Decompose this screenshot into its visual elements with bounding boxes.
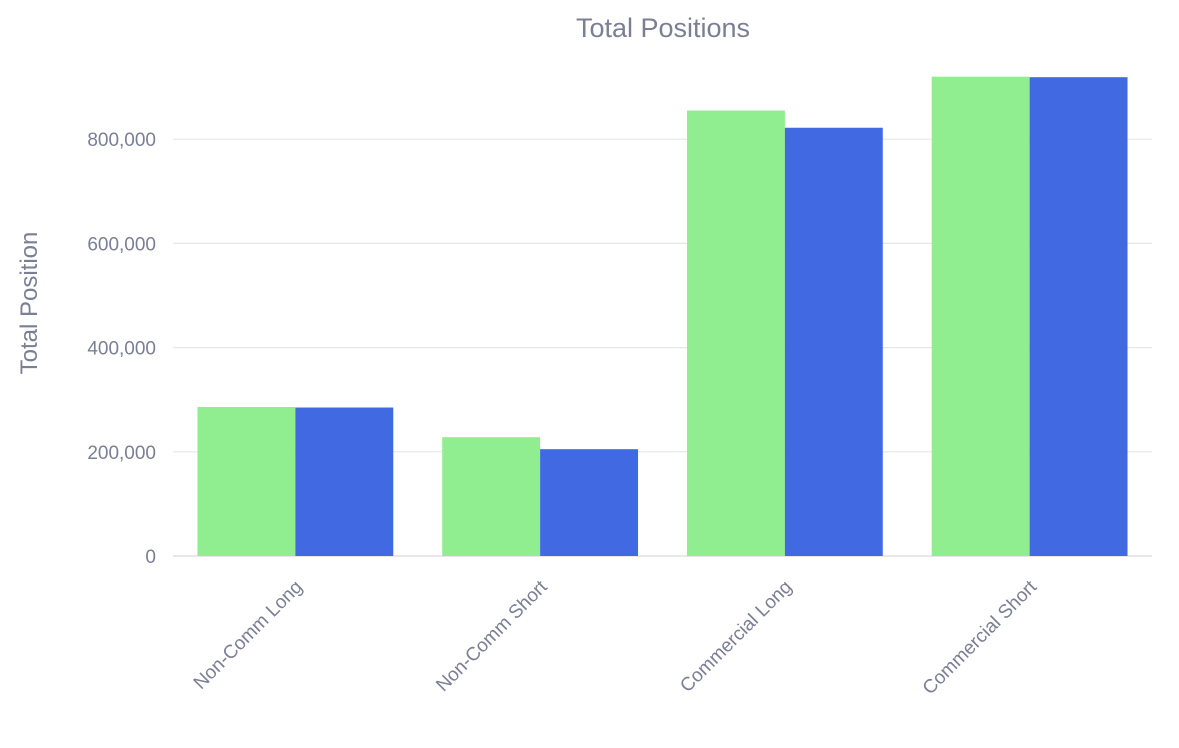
bar-series-2 bbox=[295, 408, 393, 556]
y-tick-label: 600,000 bbox=[87, 234, 156, 255]
bar-series-2 bbox=[1030, 77, 1128, 556]
bar-series-2 bbox=[785, 128, 883, 556]
y-axis-label: Total Position bbox=[16, 232, 43, 375]
bar-series-1 bbox=[197, 407, 295, 556]
x-axis-ticks: Non-Comm Long Non-Comm Short Commercial Lo… bbox=[190, 576, 1042, 699]
y-tick-label: 800,000 bbox=[87, 130, 156, 151]
bar-series-1 bbox=[932, 77, 1030, 556]
y-tick-label: 400,000 bbox=[87, 339, 156, 360]
bar-series-1 bbox=[687, 111, 785, 556]
x-tick-label: Commercial Long bbox=[676, 577, 796, 697]
bar-series-2 bbox=[540, 449, 638, 556]
bars bbox=[197, 77, 1127, 556]
y-tick-label: 200,000 bbox=[87, 443, 156, 464]
x-tick-label: Non-Comm Long bbox=[190, 577, 307, 694]
y-axis-ticks: 0 200,000 400,000 600,000 800,000 bbox=[87, 130, 156, 568]
x-tick-label: Non-Comm Short bbox=[432, 576, 552, 696]
bar-series-1 bbox=[442, 437, 540, 556]
x-tick-label: Commercial Short bbox=[919, 576, 1042, 699]
chart-title: Total Positions bbox=[576, 13, 750, 43]
y-tick-label: 0 bbox=[145, 547, 156, 568]
